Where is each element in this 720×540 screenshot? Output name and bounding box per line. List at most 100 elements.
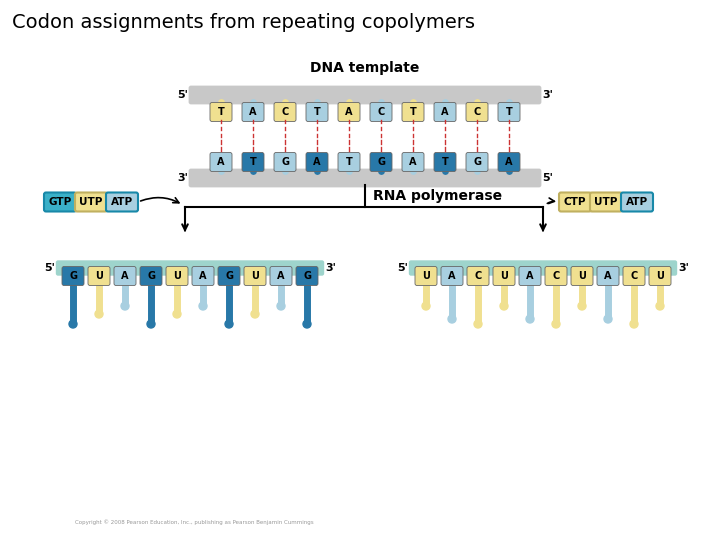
Circle shape <box>69 320 77 328</box>
Text: C: C <box>474 271 482 281</box>
Text: A: A <box>346 107 353 117</box>
FancyBboxPatch shape <box>274 103 296 122</box>
Text: 5': 5' <box>177 90 188 100</box>
FancyBboxPatch shape <box>338 103 360 122</box>
Text: C: C <box>282 107 289 117</box>
Text: A: A <box>505 157 513 167</box>
FancyBboxPatch shape <box>114 267 136 286</box>
FancyBboxPatch shape <box>498 103 520 122</box>
Text: GTP: GTP <box>48 197 71 207</box>
Text: A: A <box>277 271 284 281</box>
FancyBboxPatch shape <box>274 152 296 172</box>
Circle shape <box>173 310 181 318</box>
Text: C: C <box>631 271 638 281</box>
Text: G: G <box>69 271 77 281</box>
Text: A: A <box>217 157 225 167</box>
FancyBboxPatch shape <box>571 267 593 286</box>
Text: DNA template: DNA template <box>310 61 420 75</box>
FancyBboxPatch shape <box>44 192 76 212</box>
Text: A: A <box>199 271 207 281</box>
Text: T: T <box>505 107 513 117</box>
FancyBboxPatch shape <box>498 152 520 172</box>
Text: UTP: UTP <box>594 197 618 207</box>
FancyBboxPatch shape <box>56 260 324 276</box>
Circle shape <box>578 302 586 310</box>
Text: 3': 3' <box>542 90 553 100</box>
Circle shape <box>147 320 155 328</box>
Text: U: U <box>578 271 586 281</box>
Circle shape <box>251 310 259 318</box>
FancyBboxPatch shape <box>270 267 292 286</box>
FancyBboxPatch shape <box>545 267 567 286</box>
Circle shape <box>95 310 103 318</box>
FancyBboxPatch shape <box>597 267 619 286</box>
Circle shape <box>630 320 638 328</box>
Text: U: U <box>173 271 181 281</box>
FancyBboxPatch shape <box>242 103 264 122</box>
FancyBboxPatch shape <box>370 103 392 122</box>
Circle shape <box>526 315 534 323</box>
FancyBboxPatch shape <box>210 152 232 172</box>
Text: Codon assignments from repeating copolymers: Codon assignments from repeating copolym… <box>12 13 475 32</box>
FancyBboxPatch shape <box>649 267 671 286</box>
Text: CTP: CTP <box>564 197 586 207</box>
FancyBboxPatch shape <box>434 152 456 172</box>
FancyBboxPatch shape <box>338 152 360 172</box>
Text: RNA polymerase: RNA polymerase <box>373 189 502 203</box>
FancyBboxPatch shape <box>242 152 264 172</box>
Text: G: G <box>303 271 311 281</box>
Circle shape <box>656 302 664 310</box>
FancyBboxPatch shape <box>88 267 110 286</box>
Circle shape <box>604 315 612 323</box>
FancyBboxPatch shape <box>370 152 392 172</box>
FancyBboxPatch shape <box>189 86 541 104</box>
Circle shape <box>500 302 508 310</box>
Text: T: T <box>410 107 416 117</box>
Circle shape <box>121 302 129 310</box>
FancyBboxPatch shape <box>106 192 138 212</box>
FancyBboxPatch shape <box>623 267 645 286</box>
Text: T: T <box>314 107 320 117</box>
Circle shape <box>552 320 560 328</box>
FancyBboxPatch shape <box>402 103 424 122</box>
Text: G: G <box>147 271 155 281</box>
FancyBboxPatch shape <box>166 267 188 286</box>
FancyBboxPatch shape <box>590 192 622 212</box>
FancyBboxPatch shape <box>218 267 240 286</box>
Text: A: A <box>449 271 456 281</box>
FancyBboxPatch shape <box>402 152 424 172</box>
FancyBboxPatch shape <box>75 192 107 212</box>
Text: G: G <box>225 271 233 281</box>
FancyBboxPatch shape <box>244 267 266 286</box>
Circle shape <box>474 320 482 328</box>
Text: 5': 5' <box>542 173 553 183</box>
FancyBboxPatch shape <box>140 267 162 286</box>
FancyBboxPatch shape <box>62 267 84 286</box>
Text: U: U <box>422 271 430 281</box>
Circle shape <box>277 302 285 310</box>
Text: ATP: ATP <box>626 197 648 207</box>
Text: T: T <box>346 157 352 167</box>
Text: A: A <box>526 271 534 281</box>
FancyBboxPatch shape <box>467 267 489 286</box>
FancyBboxPatch shape <box>441 267 463 286</box>
FancyBboxPatch shape <box>493 267 515 286</box>
Text: UTP: UTP <box>79 197 103 207</box>
Circle shape <box>199 302 207 310</box>
Text: 3': 3' <box>678 263 689 273</box>
Text: A: A <box>604 271 612 281</box>
FancyBboxPatch shape <box>306 103 328 122</box>
Text: C: C <box>552 271 559 281</box>
Text: T: T <box>217 107 225 117</box>
FancyBboxPatch shape <box>466 103 488 122</box>
Text: G: G <box>377 157 385 167</box>
Text: U: U <box>500 271 508 281</box>
Text: ATP: ATP <box>111 197 133 207</box>
Text: A: A <box>249 107 257 117</box>
Circle shape <box>225 320 233 328</box>
FancyBboxPatch shape <box>621 192 653 212</box>
Text: A: A <box>121 271 129 281</box>
FancyBboxPatch shape <box>434 103 456 122</box>
FancyBboxPatch shape <box>415 267 437 286</box>
Circle shape <box>422 302 430 310</box>
